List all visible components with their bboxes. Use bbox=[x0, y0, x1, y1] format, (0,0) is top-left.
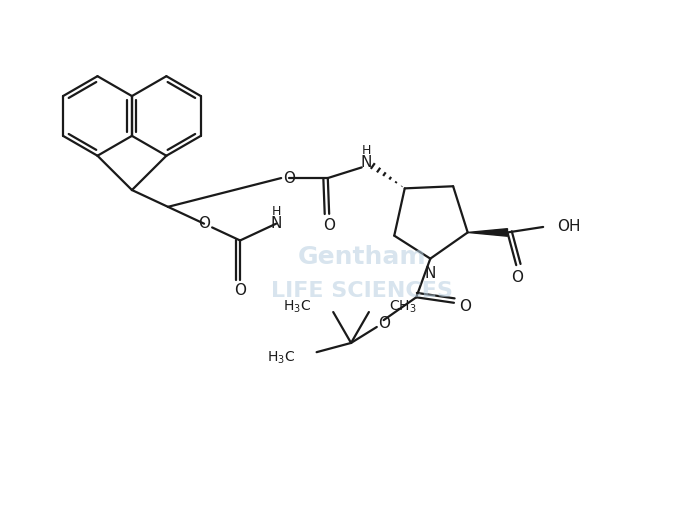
Text: H: H bbox=[362, 144, 371, 157]
Text: Gentham: Gentham bbox=[297, 244, 426, 268]
Text: H: H bbox=[271, 205, 281, 218]
Polygon shape bbox=[468, 229, 507, 236]
Text: O: O bbox=[378, 316, 390, 331]
Text: N: N bbox=[425, 266, 436, 281]
Text: O: O bbox=[459, 298, 472, 314]
Text: N: N bbox=[271, 216, 282, 231]
Text: H$_3$C: H$_3$C bbox=[267, 349, 294, 366]
Text: CH$_3$: CH$_3$ bbox=[390, 298, 417, 315]
Text: N: N bbox=[361, 155, 372, 170]
Text: OH: OH bbox=[557, 219, 580, 235]
Text: LIFE SCIENCES: LIFE SCIENCES bbox=[271, 281, 452, 301]
Text: O: O bbox=[234, 283, 246, 298]
Text: H$_3$C: H$_3$C bbox=[283, 298, 311, 315]
Text: O: O bbox=[283, 171, 295, 186]
Text: O: O bbox=[323, 218, 335, 233]
Text: O: O bbox=[512, 270, 523, 285]
Text: O: O bbox=[198, 216, 210, 231]
